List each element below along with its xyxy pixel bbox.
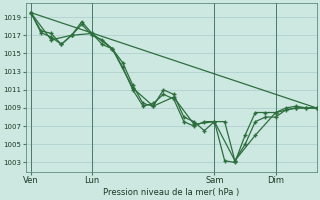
- X-axis label: Pression niveau de la mer( hPa ): Pression niveau de la mer( hPa ): [103, 188, 239, 197]
